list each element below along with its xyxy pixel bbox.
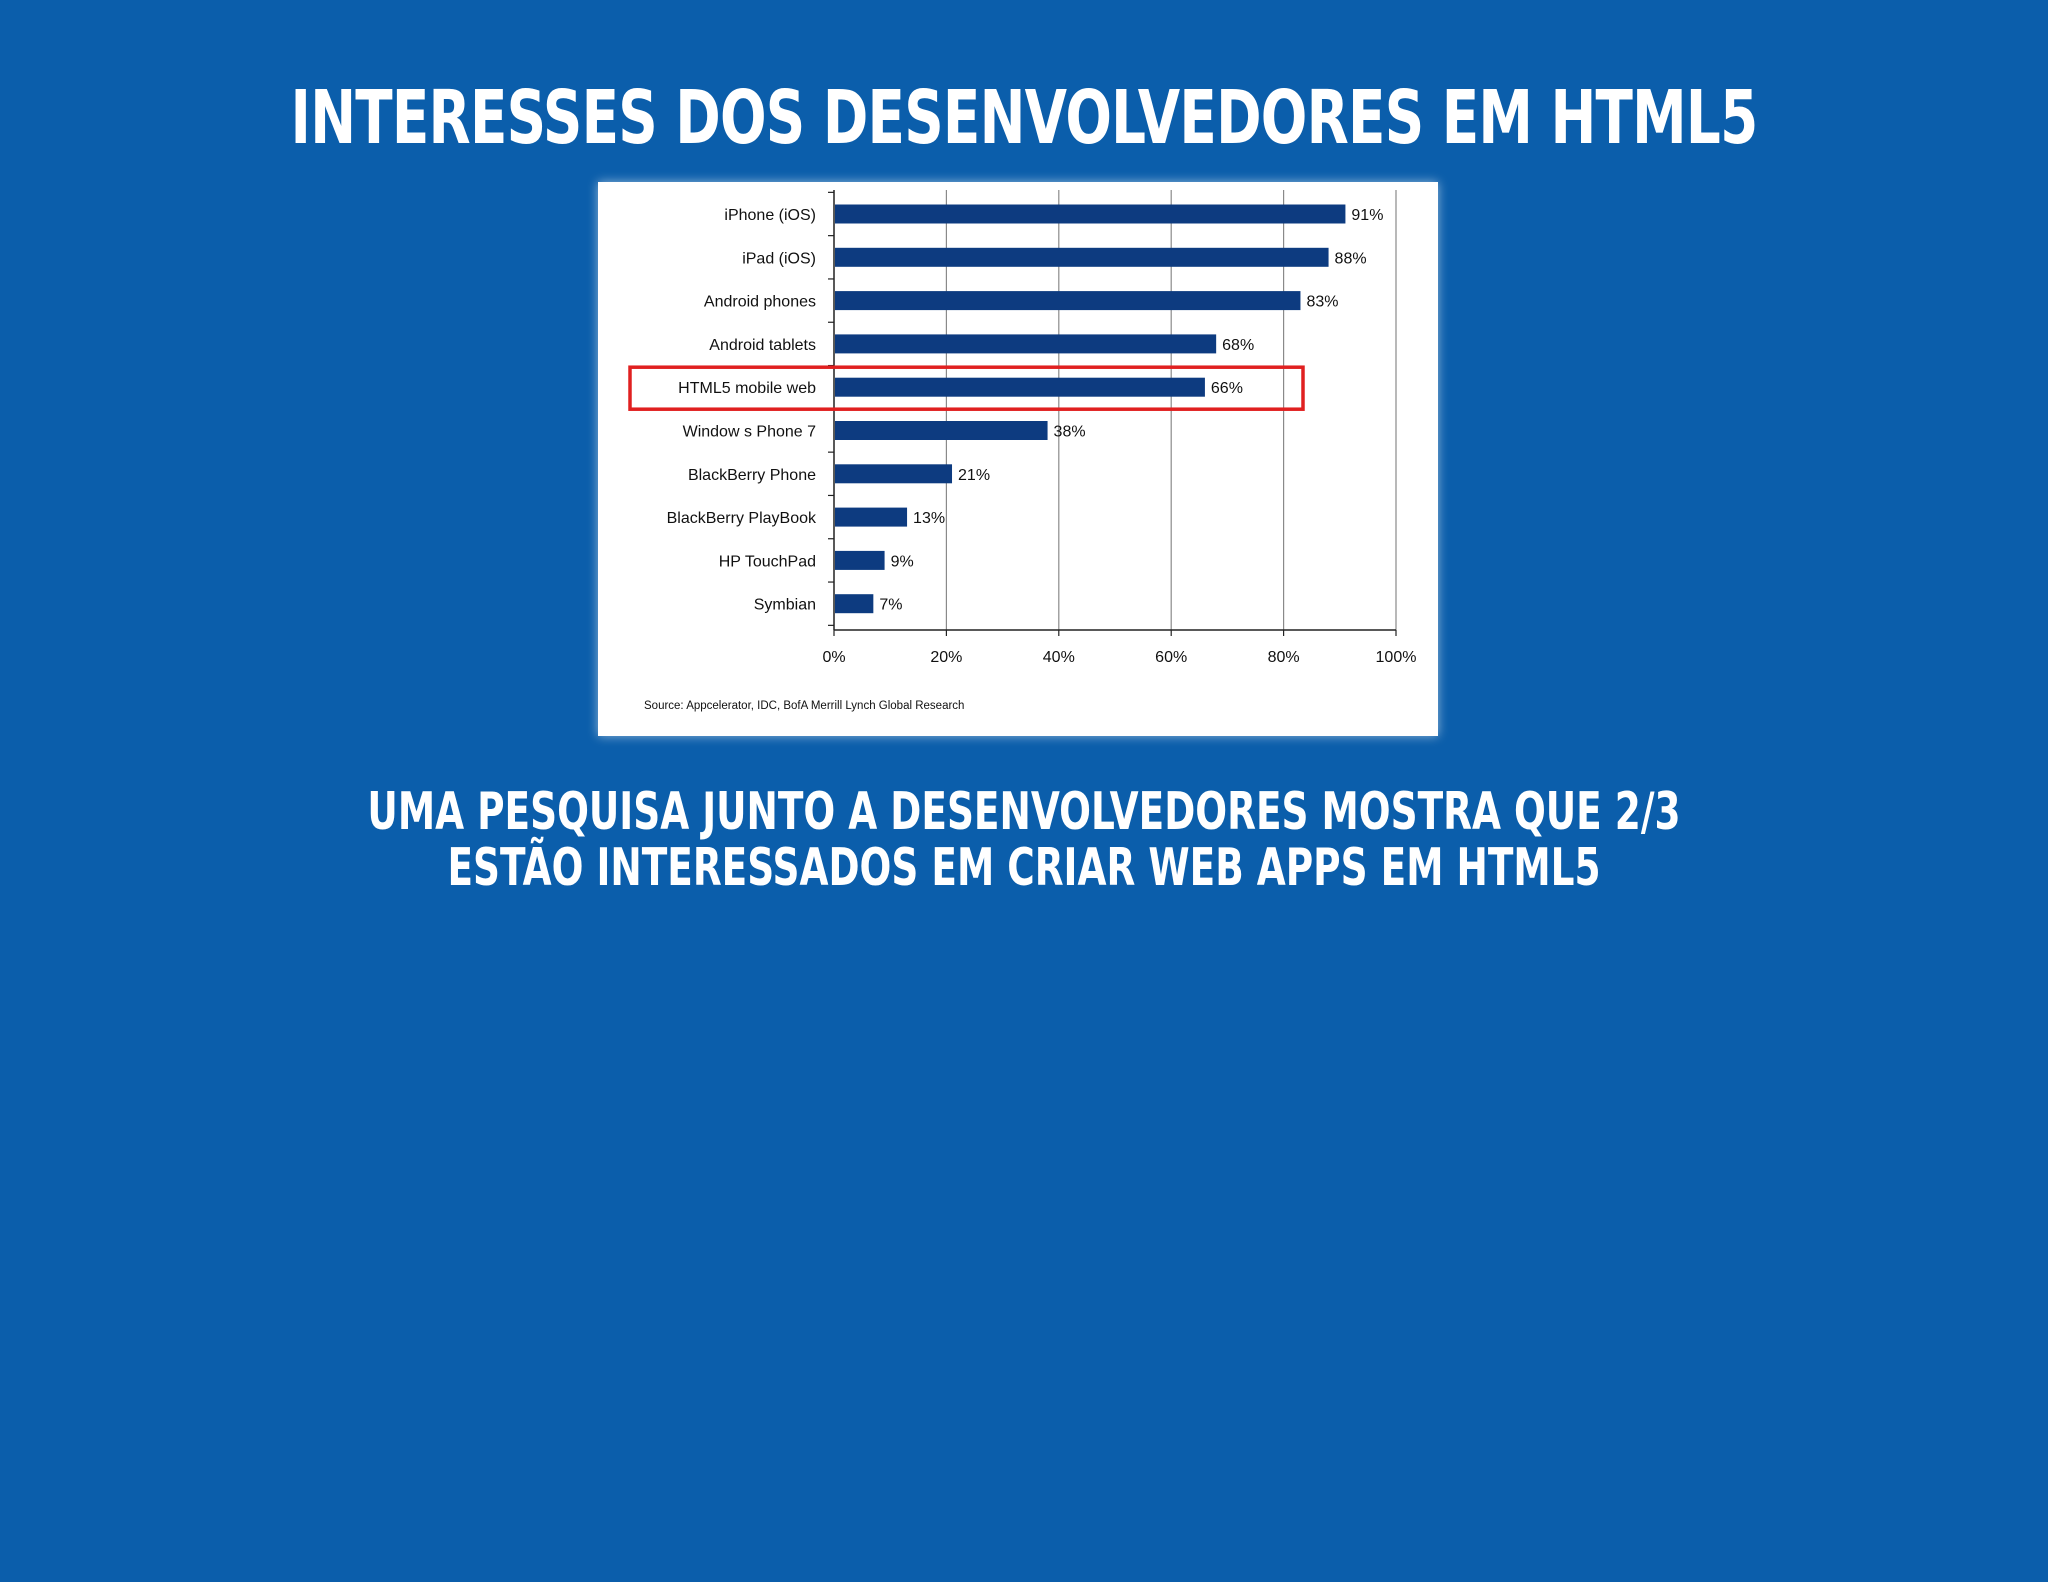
highlight-box [628,365,1305,411]
bar-chart: iPhone (iOS) 91% iPad (iOS) 88% Android phon… [628,190,1417,712]
bar [835,507,908,527]
x-tick-label: 0% [822,649,845,666]
bar [835,550,885,570]
slide-title: INTERESSES DOS DESENVOLVEDORES EM HTML5 [290,75,1759,161]
data-label: 88% [1335,250,1367,267]
caption-line-1: UMA PESQUISA JUNTO A DESENVOLVEDORES MOS… [367,782,1681,842]
category-label: BlackBerry Phone [688,467,816,484]
data-label: 9% [891,553,914,570]
data-label: 68% [1222,337,1254,354]
category-label: Window s Phone 7 [683,424,817,441]
bar [835,377,1205,397]
data-label: 38% [1054,424,1086,441]
x-tick-label: 100% [1376,649,1417,666]
caption-line-2: ESTÃO INTERESSADOS EM CRIAR WEB APPS EM … [447,838,1601,898]
data-label: 13% [913,510,945,527]
bar [835,204,1346,224]
bar [835,247,1329,267]
bar [835,291,1301,311]
x-tick-label: 20% [930,649,962,666]
data-label: 91% [1351,207,1383,224]
bar [835,594,874,614]
category-label: HTML5 mobile web [678,380,816,397]
bar [835,334,1217,354]
category-label: Android tablets [709,337,816,354]
data-label: 83% [1306,294,1338,311]
category-label: iPhone (iOS) [724,207,816,224]
slide-caption: UMA PESQUISA JUNTO A DESENVOLVEDORES MOS… [287,784,1762,896]
x-tick-label: 80% [1268,649,1300,666]
x-tick-label: 40% [1043,649,1075,666]
bar [835,421,1048,440]
data-label: 21% [958,467,990,484]
category-label: BlackBerry PlayBook [667,510,817,527]
category-label: HP TouchPad [719,553,816,570]
source-note: Source: Appcelerator, IDC, BofA Merrill … [644,700,964,712]
data-label: 7% [879,597,902,614]
category-label: Symbian [754,597,816,614]
chart-card: iPhone (iOS) 91% iPad (iOS) 88% Android phon… [598,182,1438,736]
x-tick-label: 60% [1155,649,1187,666]
category-label: iPad (iOS) [742,250,816,267]
data-label: 66% [1211,380,1243,397]
bar [835,464,953,484]
category-label: Android phones [704,294,816,311]
